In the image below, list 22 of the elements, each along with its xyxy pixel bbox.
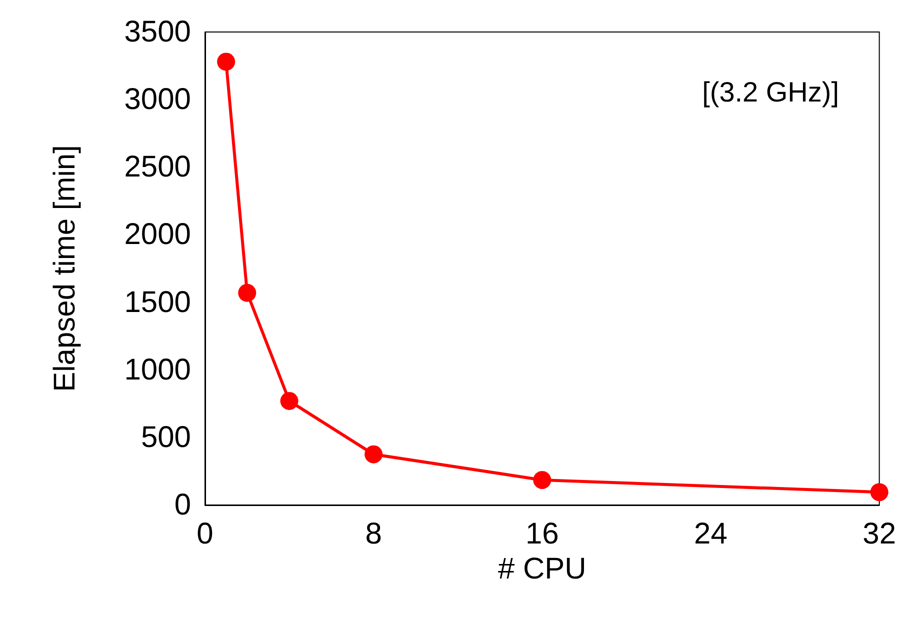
x-axis-title: # CPU (498, 552, 586, 586)
point (217, 52, 236, 71)
x-tick-label: 24 (694, 518, 728, 550)
y-tick-label: 3500 (124, 16, 191, 48)
point (280, 392, 298, 410)
point (870, 483, 888, 502)
point (533, 471, 552, 489)
y-axis-title: Elapsed time [min] (48, 145, 82, 392)
point (364, 445, 383, 464)
x-tick-label: 32 (862, 518, 896, 550)
y-tick-label: 2500 (124, 150, 191, 184)
x-tick-label: 0 (196, 518, 214, 550)
y-tick-label: 1000 (124, 353, 191, 386)
annotation: [(3.2 GHz)] (702, 76, 840, 108)
y-tick-label: 3000 (124, 83, 191, 116)
y-tick-label: 500 (140, 420, 191, 454)
y-tick-label: 2000 (124, 218, 191, 252)
x-tick-label: 16 (525, 518, 559, 550)
y-tick-label: 0 (174, 488, 191, 522)
point (238, 284, 256, 302)
y-tick-label: 1500 (124, 286, 191, 319)
x-tick-label: 8 (365, 518, 382, 550)
